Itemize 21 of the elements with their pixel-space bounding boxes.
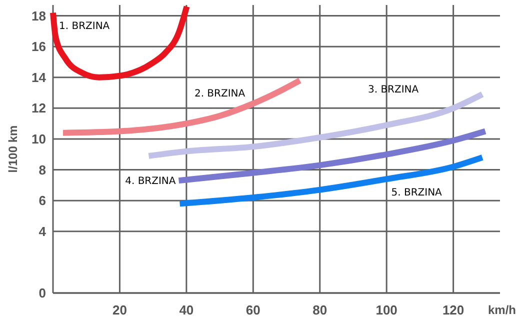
y-tick-label: 0 xyxy=(38,286,46,300)
x-axis-title: km/h xyxy=(488,303,516,317)
x-tick-label: 120 xyxy=(442,302,464,318)
y-tick-label: 12 xyxy=(32,100,46,116)
y-axis-title: l/100 km xyxy=(6,125,20,173)
y-tick-label: 18 xyxy=(32,8,46,24)
y-tick-label: 10 xyxy=(32,131,46,146)
x-tick-label: 60 xyxy=(246,302,260,318)
x-tick-label: 40 xyxy=(179,302,194,318)
series-label: 2. BRZINA xyxy=(194,88,246,100)
x-tick-label: 20 xyxy=(112,302,127,318)
x-tick-label: 100 xyxy=(376,302,398,318)
series-label: 5. BRZINA xyxy=(391,188,442,199)
y-tick-label: 6 xyxy=(38,193,46,208)
y-tick-label: 4 xyxy=(38,224,47,239)
series-label: 4. BRZINA xyxy=(125,176,176,188)
y-tick-label: 8 xyxy=(38,162,46,178)
x-tick-label: 80 xyxy=(312,302,328,318)
y-tick-label: 16 xyxy=(32,39,46,54)
series-label: 1. BRZINA xyxy=(59,21,110,32)
y-tick-label: 14 xyxy=(32,70,47,85)
